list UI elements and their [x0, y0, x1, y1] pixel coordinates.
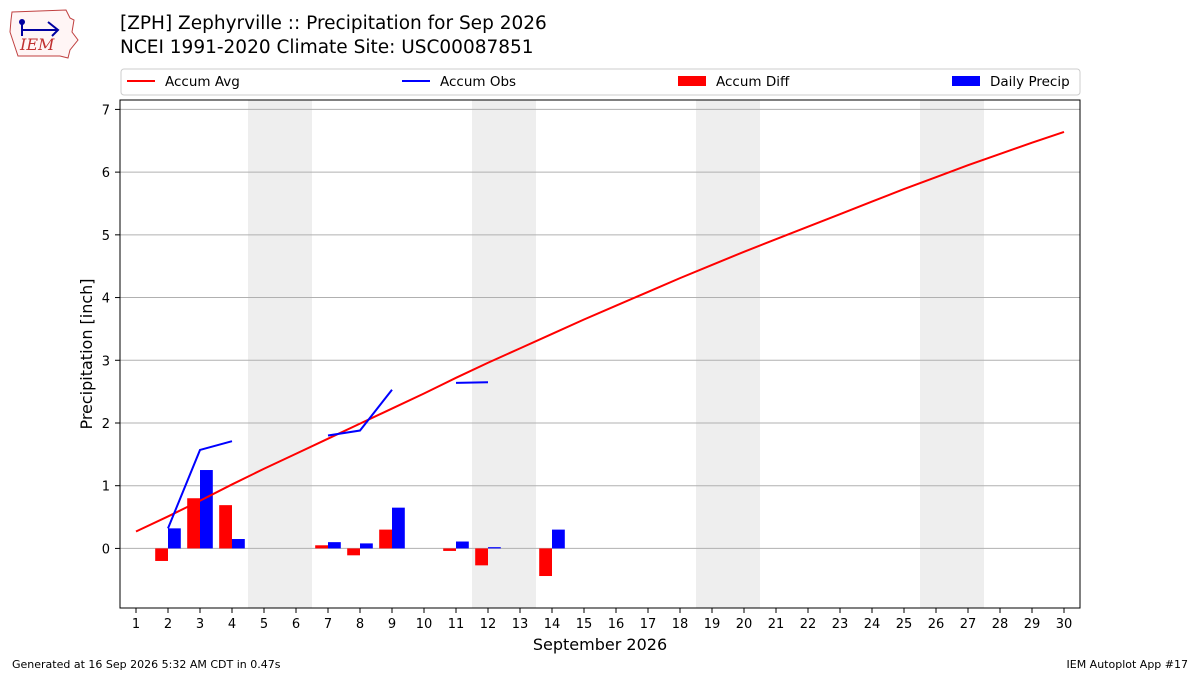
x-tick-label: 2	[164, 617, 172, 632]
accum-diff-bar	[347, 548, 360, 556]
daily-precip-bar	[392, 507, 405, 549]
daily-precip-bar	[328, 542, 341, 549]
x-tick-label: 26	[928, 617, 945, 632]
y-tick-label: 1	[102, 480, 110, 495]
x-axis-label: September 2026	[533, 635, 667, 654]
plot-frame	[119, 99, 1081, 609]
y-tick-label: 3	[102, 354, 110, 369]
y-tick-label: 5	[102, 229, 110, 244]
x-tick-label: 12	[480, 617, 497, 632]
accum-diff-bar	[475, 548, 488, 566]
x-tick-label: 4	[228, 617, 236, 632]
x-tick-label: 30	[1056, 617, 1073, 632]
legend-label: Accum Diff	[716, 74, 790, 90]
x-tick-label: 9	[388, 617, 396, 632]
y-axis-ticks: 0 1 2 3 4 5 6 7	[102, 103, 120, 557]
x-tick-label: 29	[1024, 617, 1041, 632]
x-tick-label: 19	[704, 617, 721, 632]
x-tick-label: 5	[260, 617, 268, 632]
x-tick-label: 28	[992, 617, 1009, 632]
accum-diff-bar	[379, 529, 392, 549]
x-tick-label: 6	[292, 617, 300, 632]
y-tick-label: 0	[102, 542, 110, 557]
chart-title-block: [ZPH] Zephyrville :: Precipitation for S…	[120, 12, 547, 60]
y-axis-label: Precipitation [inch]	[77, 278, 96, 429]
weekend-band	[248, 100, 312, 608]
legend-box	[120, 68, 1081, 96]
svg-text:IEM: IEM	[19, 35, 55, 54]
accum-diff-bar	[155, 548, 168, 561]
accum-obs-line	[327, 389, 393, 437]
y-tick-label: 4	[102, 292, 110, 307]
legend-label: Accum Avg	[165, 74, 240, 90]
x-tick-label: 25	[896, 617, 913, 632]
daily-precip-bar	[360, 543, 373, 549]
accum-diff-bar	[315, 545, 328, 549]
x-tick-label: 11	[448, 617, 465, 632]
legend-label: Accum Obs	[440, 74, 516, 90]
x-tick-label: 20	[736, 617, 753, 632]
x-tick-label: 10	[416, 617, 433, 632]
chart-title: [ZPH] Zephyrville :: Precipitation for S…	[120, 13, 547, 34]
x-tick-label: 8	[356, 617, 364, 632]
x-tick-label: 21	[768, 617, 785, 632]
accum-diff-bar	[187, 498, 200, 549]
x-tick-label: 13	[512, 617, 529, 632]
weekend-band	[696, 100, 760, 608]
chart-subtitle: NCEI 1991-2020 Climate Site: USC00087851	[120, 37, 534, 58]
accum-diff-bar	[443, 548, 456, 551]
y-tick-label: 6	[102, 166, 110, 181]
legend-label: Daily Precip	[990, 74, 1070, 90]
app-credit: IEM Autoplot App #17	[1066, 658, 1189, 671]
daily-precip-bar	[168, 528, 181, 549]
legend-swatch-bar	[678, 76, 706, 86]
x-tick-label: 14	[544, 617, 561, 632]
daily-precip-bar	[456, 541, 469, 549]
x-tick-label: 15	[576, 617, 593, 632]
daily-precip-bar	[552, 529, 565, 549]
x-tick-label: 17	[640, 617, 657, 632]
legend-swatch-bar	[952, 76, 980, 86]
x-tick-label: 3	[196, 617, 204, 632]
accum-obs-line	[167, 440, 233, 529]
x-tick-label: 1	[132, 617, 140, 632]
x-tick-label: 22	[800, 617, 817, 632]
weekend-band	[920, 100, 984, 608]
daily-precip-bar	[488, 547, 501, 549]
y-tick-label: 2	[102, 417, 110, 432]
accum-diff-bar	[539, 548, 552, 577]
daily-precip-bar	[232, 539, 245, 549]
y-tick-label: 7	[102, 103, 110, 118]
line-series	[135, 131, 1065, 533]
x-tick-label: 7	[324, 617, 332, 632]
x-tick-label: 18	[672, 617, 689, 632]
bar-series	[155, 470, 565, 577]
x-tick-label: 16	[608, 617, 625, 632]
iem-logo: IEM	[9, 9, 79, 59]
x-axis-ticks: 1 2 3 4 5 6 7 8 9 10 11 12 13 14 15 16 17 18 19 20 21 22 23 24 2…	[132, 608, 1072, 632]
x-tick-label: 27	[960, 617, 977, 632]
grid-lines	[120, 108, 1080, 549]
accum-avg-line	[135, 131, 1065, 533]
weekend-band	[472, 100, 536, 608]
daily-precip-bar	[200, 470, 213, 549]
accum-diff-bar	[219, 505, 232, 549]
weekend-shading	[248, 100, 984, 608]
accum-obs-line	[455, 381, 489, 384]
generated-timestamp: Generated at 16 Sep 2026 5:32 AM CDT in …	[12, 658, 281, 671]
x-tick-label: 23	[832, 617, 849, 632]
x-tick-label: 24	[864, 617, 881, 632]
legend: Accum Avg Accum Obs Accum Diff Daily Precip	[120, 68, 1081, 96]
